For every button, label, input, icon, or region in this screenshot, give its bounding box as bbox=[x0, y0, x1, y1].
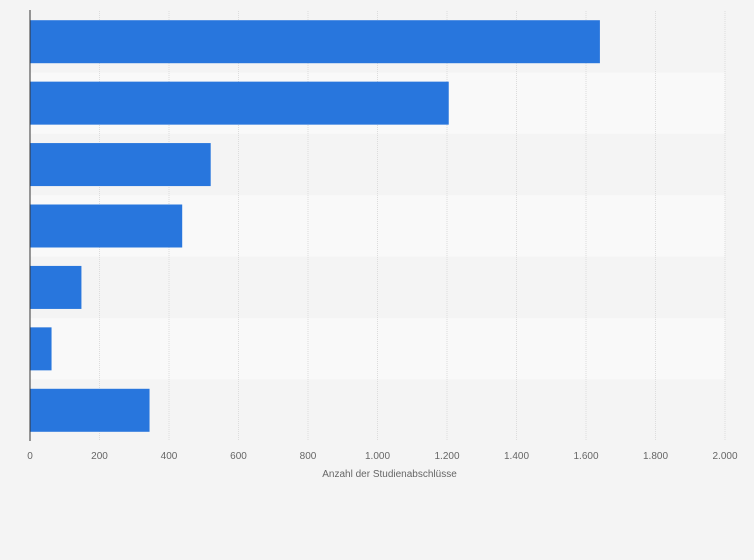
bar[interactable] bbox=[30, 388, 150, 432]
x-tick-label: 1.800 bbox=[643, 451, 668, 462]
bar[interactable] bbox=[30, 20, 600, 64]
bar[interactable] bbox=[30, 265, 82, 309]
x-tick-label: 200 bbox=[91, 451, 108, 462]
bar[interactable] bbox=[30, 81, 449, 125]
bars bbox=[30, 20, 600, 432]
bar[interactable] bbox=[30, 143, 211, 187]
x-tick-label: 1.000 bbox=[365, 451, 390, 462]
x-tick-label: 600 bbox=[230, 451, 247, 462]
x-tick-label: 800 bbox=[300, 451, 317, 462]
x-tick-label: 1.400 bbox=[504, 451, 529, 462]
x-tick-label: 1.200 bbox=[434, 451, 459, 462]
x-axis-title: Anzahl der Studienabschlüsse bbox=[322, 469, 457, 480]
x-tick-labels: 0 200 400 600 800 1.000 1.200 1.400 1.600 1.800 2.… bbox=[27, 451, 738, 462]
x-tick-label: 2.000 bbox=[712, 451, 737, 462]
bar[interactable] bbox=[30, 327, 52, 371]
bar[interactable] bbox=[30, 204, 183, 248]
x-tick-label: 0 bbox=[27, 451, 33, 462]
x-tick-label: 1.600 bbox=[573, 451, 598, 462]
x-tick-label: 400 bbox=[161, 451, 178, 462]
